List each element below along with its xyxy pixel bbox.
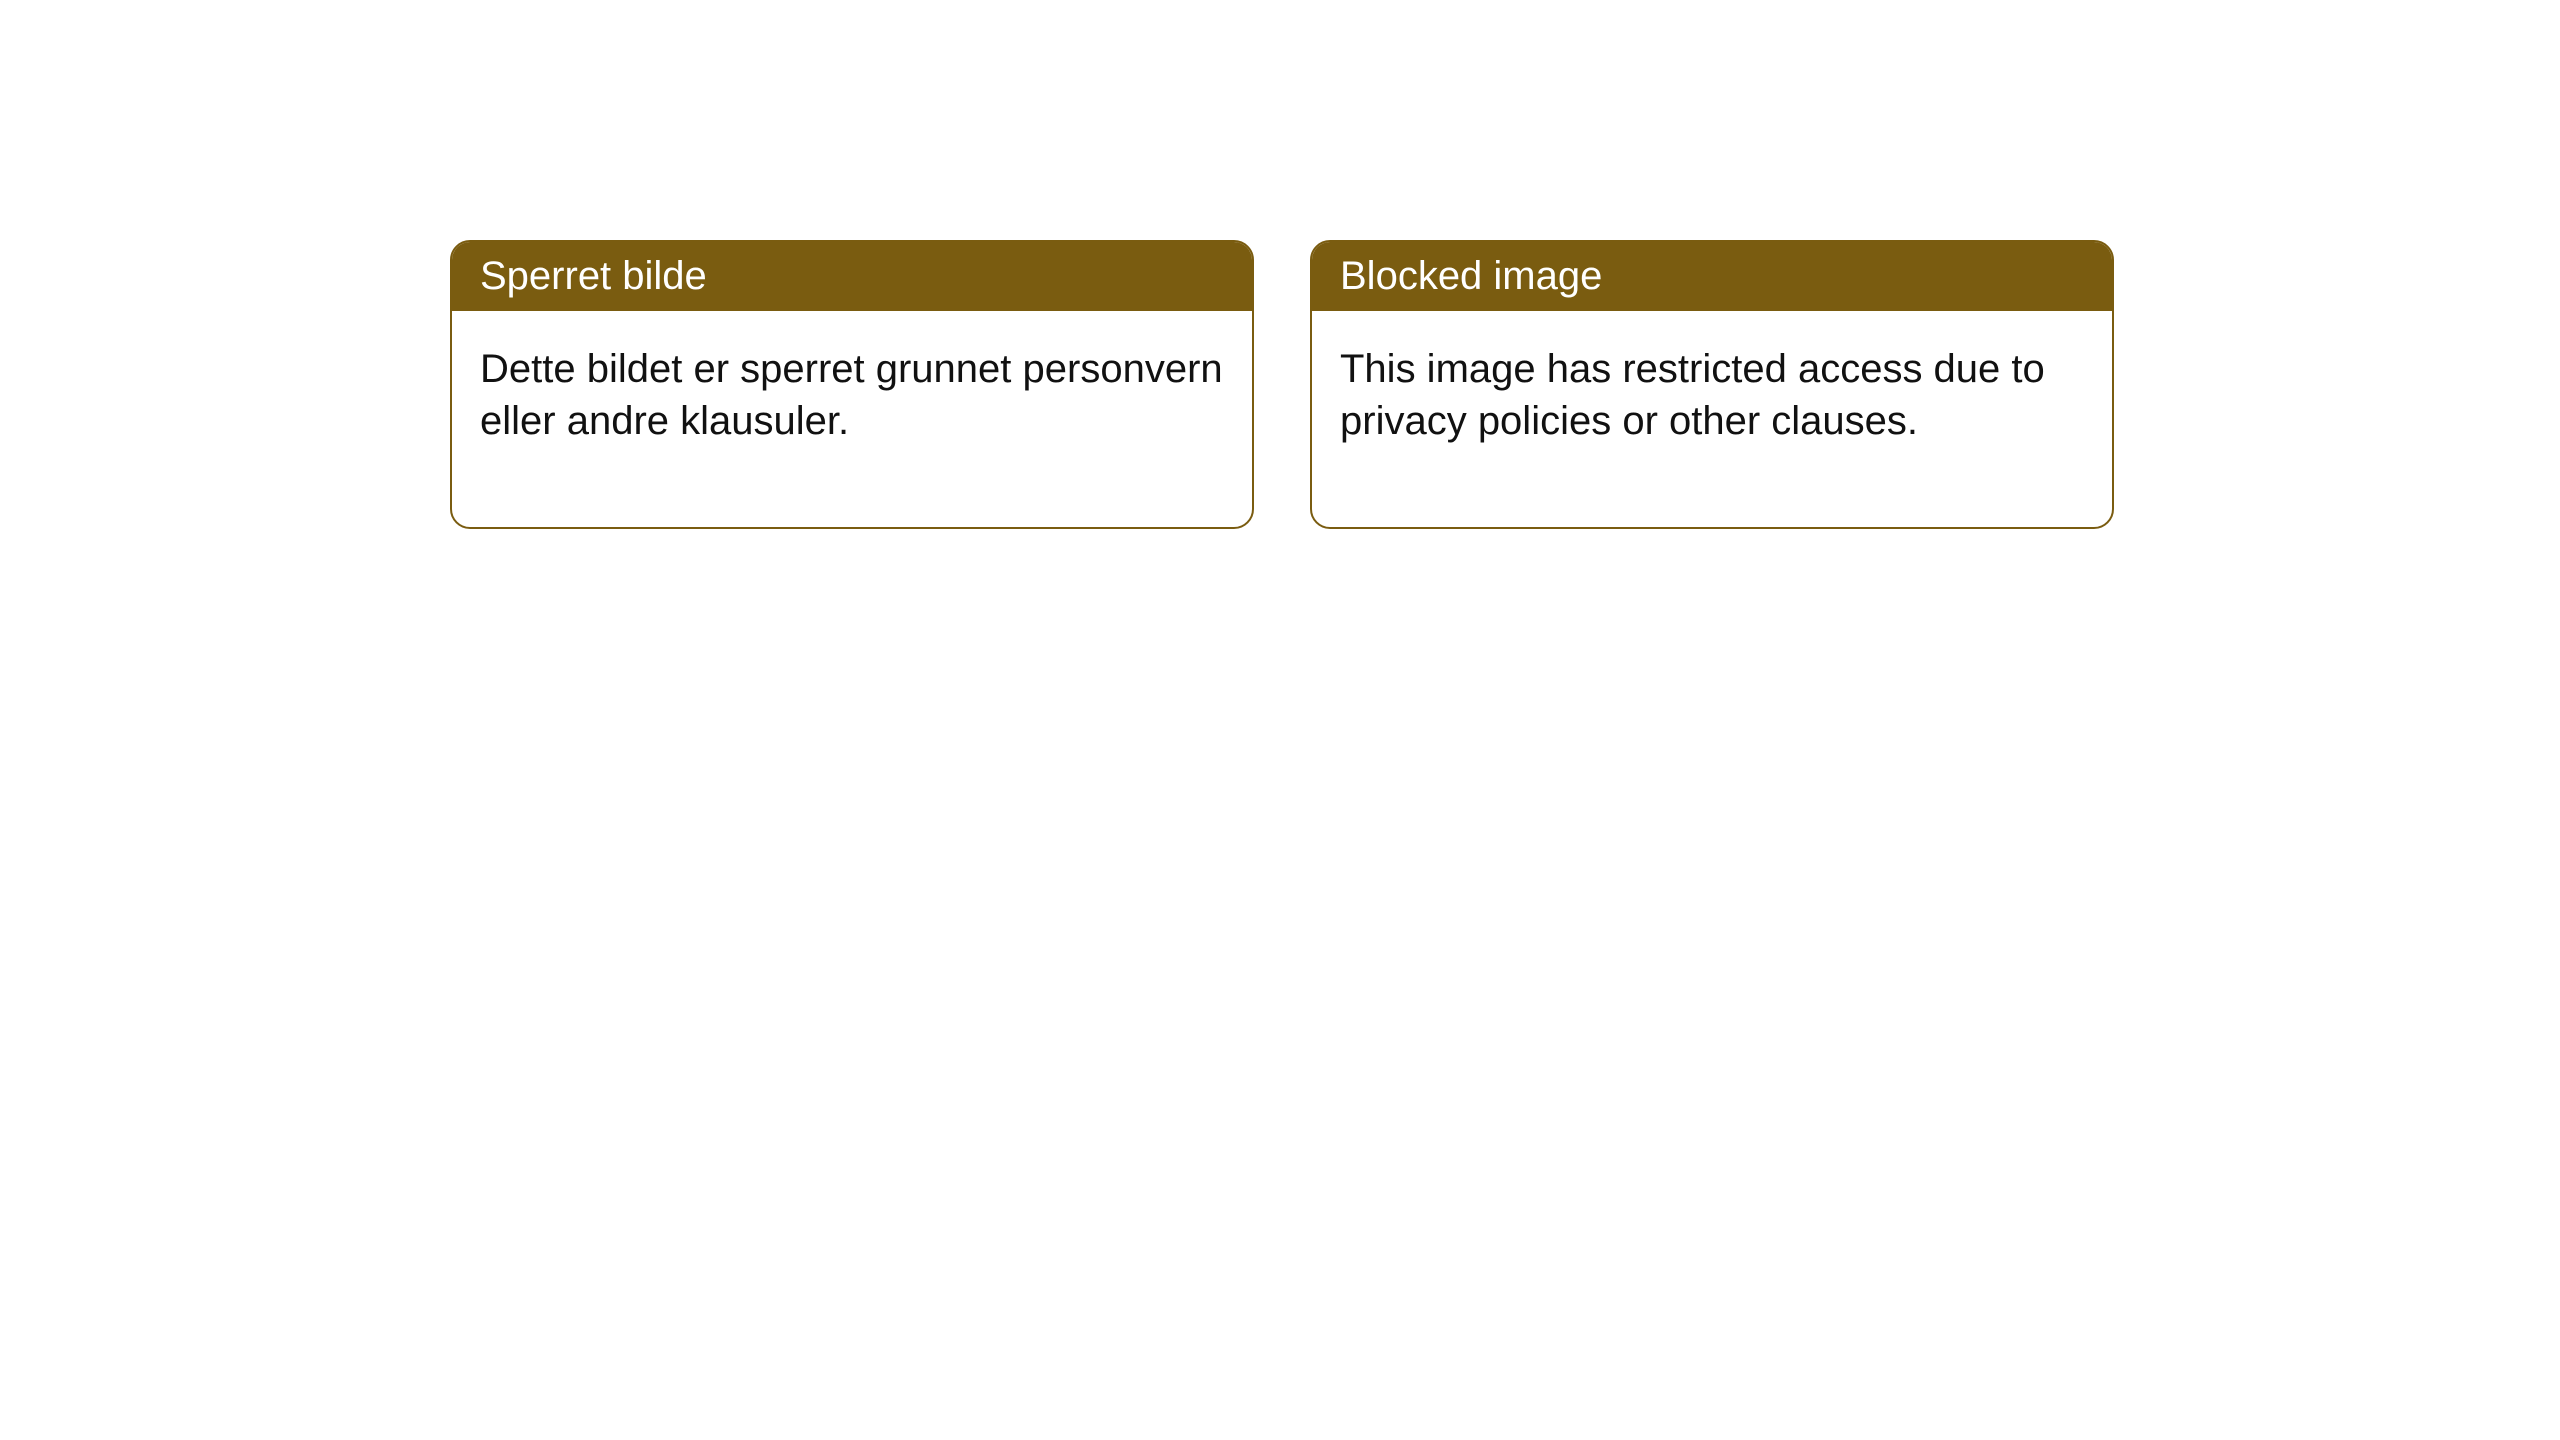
card-container: Sperret bilde Dette bildet er sperret gr… — [450, 240, 2114, 529]
blocked-image-card-en: Blocked image This image has restricted … — [1310, 240, 2114, 529]
blocked-image-card-no: Sperret bilde Dette bildet er sperret gr… — [450, 240, 1254, 529]
card-body: Dette bildet er sperret grunnet personve… — [452, 311, 1252, 527]
card-body: This image has restricted access due to … — [1312, 311, 2112, 527]
card-header: Sperret bilde — [452, 242, 1252, 311]
card-header: Blocked image — [1312, 242, 2112, 311]
